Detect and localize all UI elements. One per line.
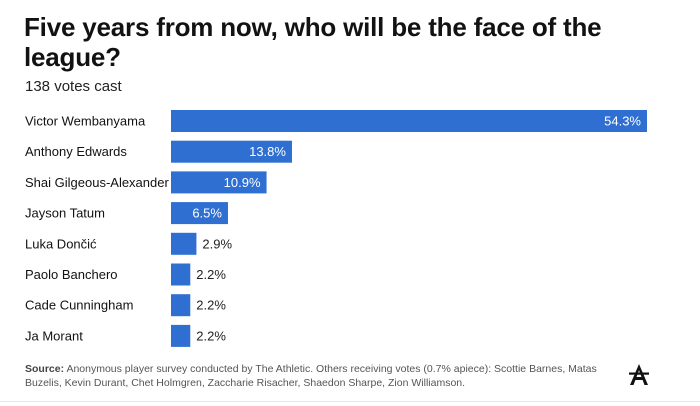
category-label: Luka Dončić bbox=[25, 236, 97, 251]
category-label: Cade Cunningham bbox=[25, 298, 133, 313]
bar-chart: Victor Wembanyama 54.3% Anthony Edwards 13.… bbox=[25, 110, 647, 347]
athletic-logo-icon bbox=[629, 364, 649, 385]
bar bbox=[171, 140, 292, 163]
chart-title: Five years from now, who will be the fac… bbox=[24, 12, 602, 72]
category-label: Anthony Edwards bbox=[25, 144, 127, 159]
bar-value-label: 6.5% bbox=[192, 206, 222, 221]
category-label: Paolo Banchero bbox=[25, 267, 118, 282]
bar-value-label: 2.9% bbox=[202, 236, 232, 251]
chart-subtitle: 138 votes cast bbox=[25, 78, 122, 95]
bottom-divider bbox=[0, 401, 700, 402]
bar bbox=[171, 110, 647, 132]
source-text: Anonymous player survey conducted by The… bbox=[25, 363, 597, 389]
source-label: Source: bbox=[25, 363, 65, 375]
source-note: Source: Anonymous player survey conducte… bbox=[25, 362, 615, 390]
category-label: Victor Wembanyama bbox=[25, 114, 146, 129]
bar bbox=[171, 294, 191, 317]
bar-value-label: 54.3% bbox=[604, 114, 641, 129]
bar bbox=[171, 324, 191, 347]
category-label: Ja Morant bbox=[25, 328, 83, 343]
category-label: Shai Gilgeous-Alexander bbox=[25, 175, 169, 190]
category-label: Jayson Tatum bbox=[25, 206, 105, 221]
bar-value-label: 10.9% bbox=[224, 175, 261, 190]
bar-value-label: 2.2% bbox=[196, 267, 226, 282]
bar bbox=[171, 263, 191, 286]
bar bbox=[171, 171, 267, 194]
bar-value-label: 2.2% bbox=[196, 298, 226, 313]
bar bbox=[171, 232, 197, 255]
bar-value-label: 2.2% bbox=[196, 328, 226, 343]
bar-value-label: 13.8% bbox=[249, 144, 286, 159]
bar bbox=[171, 202, 228, 225]
